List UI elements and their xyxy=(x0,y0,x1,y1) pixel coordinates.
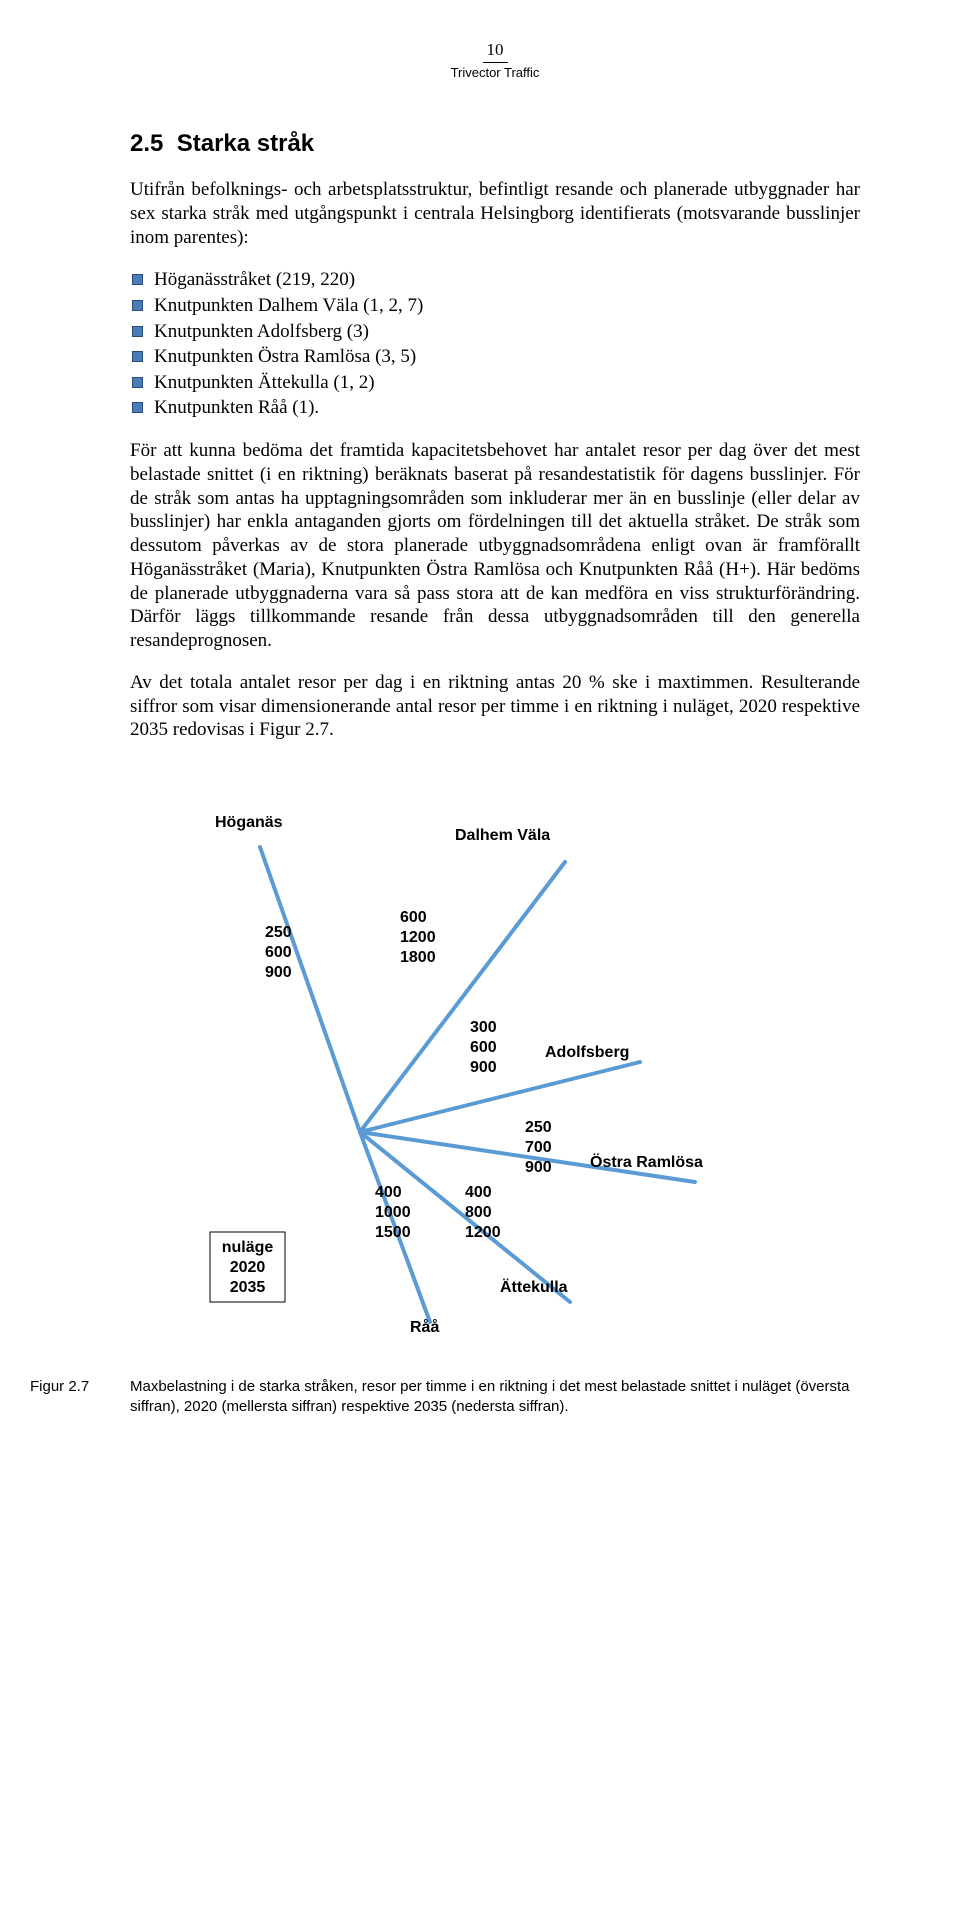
paragraph-2: För att kunna bedöma det framtida kapaci… xyxy=(130,439,860,653)
page-header: 10 Trivector Traffic xyxy=(130,40,860,80)
svg-text:600: 600 xyxy=(470,1039,497,1056)
svg-text:600: 600 xyxy=(265,944,292,961)
paragraph-3: Av det totala antalet resor per dag i en… xyxy=(130,671,860,742)
list-item: Knutpunkten Ättekulla (1, 2) xyxy=(130,370,860,396)
svg-text:Råå: Råå xyxy=(410,1318,439,1336)
list-item: Knutpunkten Råå (1). xyxy=(130,395,860,421)
corridor-diagram: Höganäs Dalhem Väla Adolfsberg Östra Ramlös… xyxy=(100,762,860,1367)
svg-text:600: 600 xyxy=(400,909,427,926)
svg-text:1000: 1000 xyxy=(375,1204,411,1221)
list-item: Knutpunkten Dalhem Väla (1, 2, 7) xyxy=(130,293,860,319)
svg-text:900: 900 xyxy=(265,964,292,981)
list-item: Knutpunkten Adolfsberg (3) xyxy=(130,319,860,345)
svg-text:300: 300 xyxy=(470,1019,497,1036)
svg-text:2035: 2035 xyxy=(230,1279,266,1296)
svg-text:250: 250 xyxy=(265,924,292,941)
corridor-list: Höganässtråket (219, 220) Knutpunkten Da… xyxy=(130,267,860,421)
svg-text:900: 900 xyxy=(470,1059,497,1076)
svg-text:Östra Ramlösa: Östra Ramlösa xyxy=(590,1152,703,1171)
figure-caption-text: Maxbelastning i de starka stråken, resor… xyxy=(130,1377,860,1416)
diagram-svg: Höganäs Dalhem Väla Adolfsberg Östra Ramlös… xyxy=(100,762,860,1362)
svg-text:400: 400 xyxy=(465,1184,492,1201)
section-number: 2.5 xyxy=(130,130,163,157)
svg-text:Dalhem Väla: Dalhem Väla xyxy=(455,827,550,844)
page-number: 10 xyxy=(483,40,508,63)
svg-text:900: 900 xyxy=(525,1159,552,1176)
page: 10 Trivector Traffic 2.5 Starka stråk Ut… xyxy=(0,0,960,1446)
svg-text:700: 700 xyxy=(525,1139,552,1156)
list-item: Höganässtråket (219, 220) xyxy=(130,267,860,293)
svg-text:2020: 2020 xyxy=(230,1259,266,1276)
svg-text:nuläge: nuläge xyxy=(222,1239,274,1256)
page-header-subtitle: Trivector Traffic xyxy=(130,65,860,80)
intro-paragraph: Utifrån befolknings- och arbetsplatsstru… xyxy=(130,178,860,249)
svg-text:400: 400 xyxy=(375,1184,402,1201)
svg-text:1800: 1800 xyxy=(400,949,436,966)
list-item: Knutpunkten Östra Ramlösa (3, 5) xyxy=(130,344,860,370)
svg-text:1200: 1200 xyxy=(465,1224,501,1241)
svg-text:1200: 1200 xyxy=(400,929,436,946)
svg-text:250: 250 xyxy=(525,1119,552,1136)
svg-text:1500: 1500 xyxy=(375,1224,411,1241)
svg-text:Adolfsberg: Adolfsberg xyxy=(545,1044,629,1061)
svg-text:Ättekulla: Ättekulla xyxy=(500,1278,568,1296)
svg-text:800: 800 xyxy=(465,1204,492,1221)
section-heading: 2.5 Starka stråk xyxy=(130,130,860,158)
figure-label: Figur 2.7 xyxy=(30,1377,130,1416)
svg-text:Höganäs: Höganäs xyxy=(215,814,283,831)
figure-caption: Figur 2.7 Maxbelastning i de starka strå… xyxy=(30,1377,860,1416)
section-title: Starka stråk xyxy=(177,130,314,157)
